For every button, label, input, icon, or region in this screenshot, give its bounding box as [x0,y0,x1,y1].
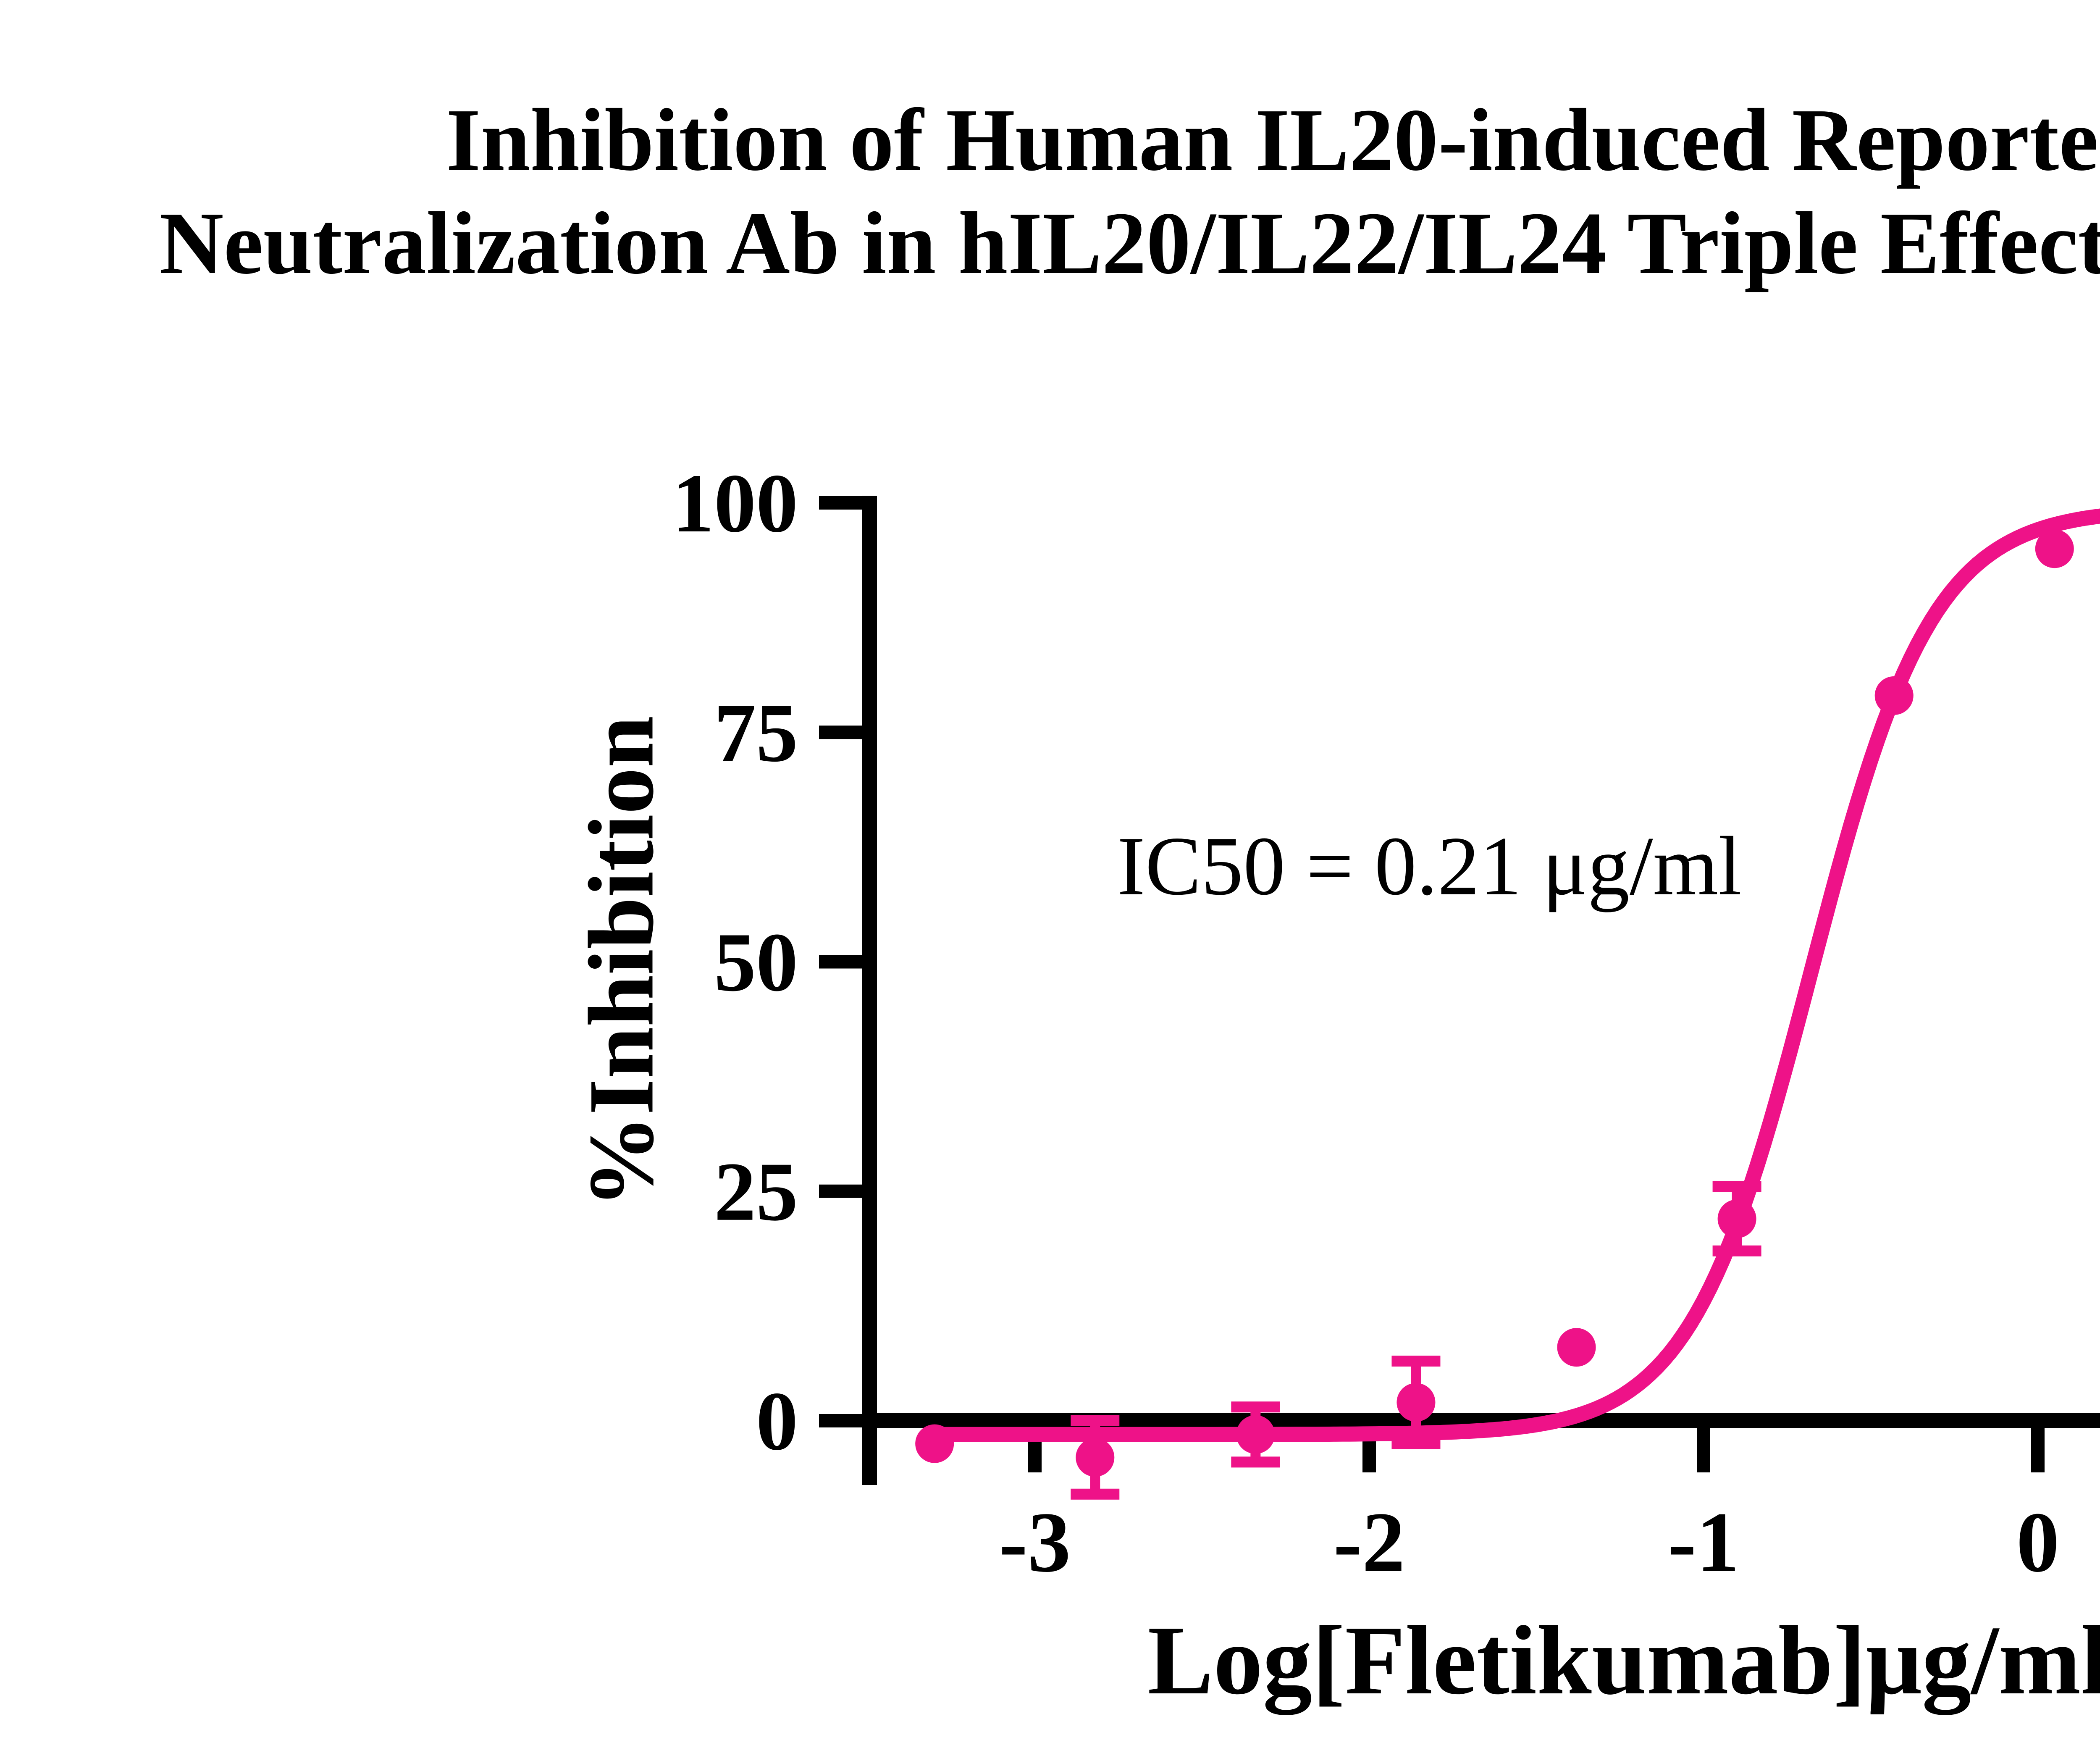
data-point [1396,1383,1436,1422]
ic50-annotation: IC50 = 0.21 μg/ml [1117,820,1742,913]
chart-title-line2: Neutralization Ab in hIL20/IL22/IL24 Tri… [159,194,2100,292]
y-tick-label: 75 [714,686,798,779]
fit-curve [920,508,2100,1442]
y-tick-label: 25 [714,1146,798,1238]
data-point [1076,1438,1115,1477]
x-tick-label: -2 [1334,1495,1405,1590]
chart-title: Inhibition of Human IL20-induced Reporte… [0,88,2100,295]
y-tick-label: 100 [672,457,798,550]
chart-title-line1: Inhibition of Human IL20-induced Reporte… [446,90,2100,189]
data-point [1874,676,1914,715]
data-point [1557,1328,1596,1367]
x-tick-label: -1 [1668,1495,1740,1590]
data-point [1717,1199,1756,1238]
data-point [2035,529,2074,568]
data-point [1236,1415,1275,1454]
data-point [915,1424,954,1463]
y-tick-label: 50 [714,916,798,1009]
y-tick-label: 0 [756,1375,798,1468]
x-tick-label: -3 [999,1495,1071,1590]
x-tick-label: 0 [2016,1495,2060,1590]
x-axis-title: Log[Fletikumab]μg/ml [1147,1606,2100,1715]
